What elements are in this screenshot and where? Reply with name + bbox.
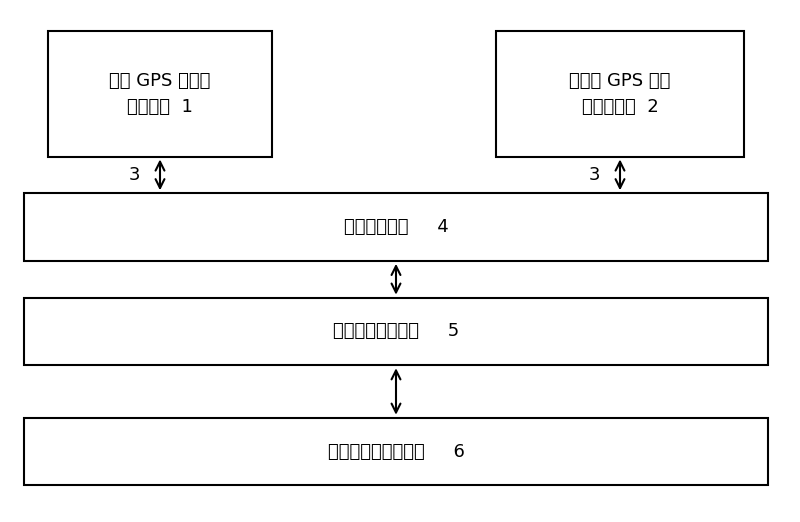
Text: 不具备 GPS 功能
的移动终端  2: 不具备 GPS 功能 的移动终端 2	[570, 72, 670, 116]
Text: 具备 GPS 功能的
移动终端  1: 具备 GPS 功能的 移动终端 1	[110, 72, 210, 116]
FancyBboxPatch shape	[24, 298, 768, 365]
FancyBboxPatch shape	[24, 418, 768, 485]
Text: 混合定位模块     4: 混合定位模块 4	[344, 218, 448, 236]
Text: 3: 3	[589, 166, 600, 184]
Text: 用户数据中心模块     5: 用户数据中心模块 5	[333, 323, 459, 340]
FancyBboxPatch shape	[48, 31, 272, 157]
Text: 3: 3	[129, 166, 140, 184]
FancyBboxPatch shape	[24, 193, 768, 261]
Text: 社交网络工具组模块     6: 社交网络工具组模块 6	[327, 443, 465, 460]
FancyBboxPatch shape	[496, 31, 744, 157]
